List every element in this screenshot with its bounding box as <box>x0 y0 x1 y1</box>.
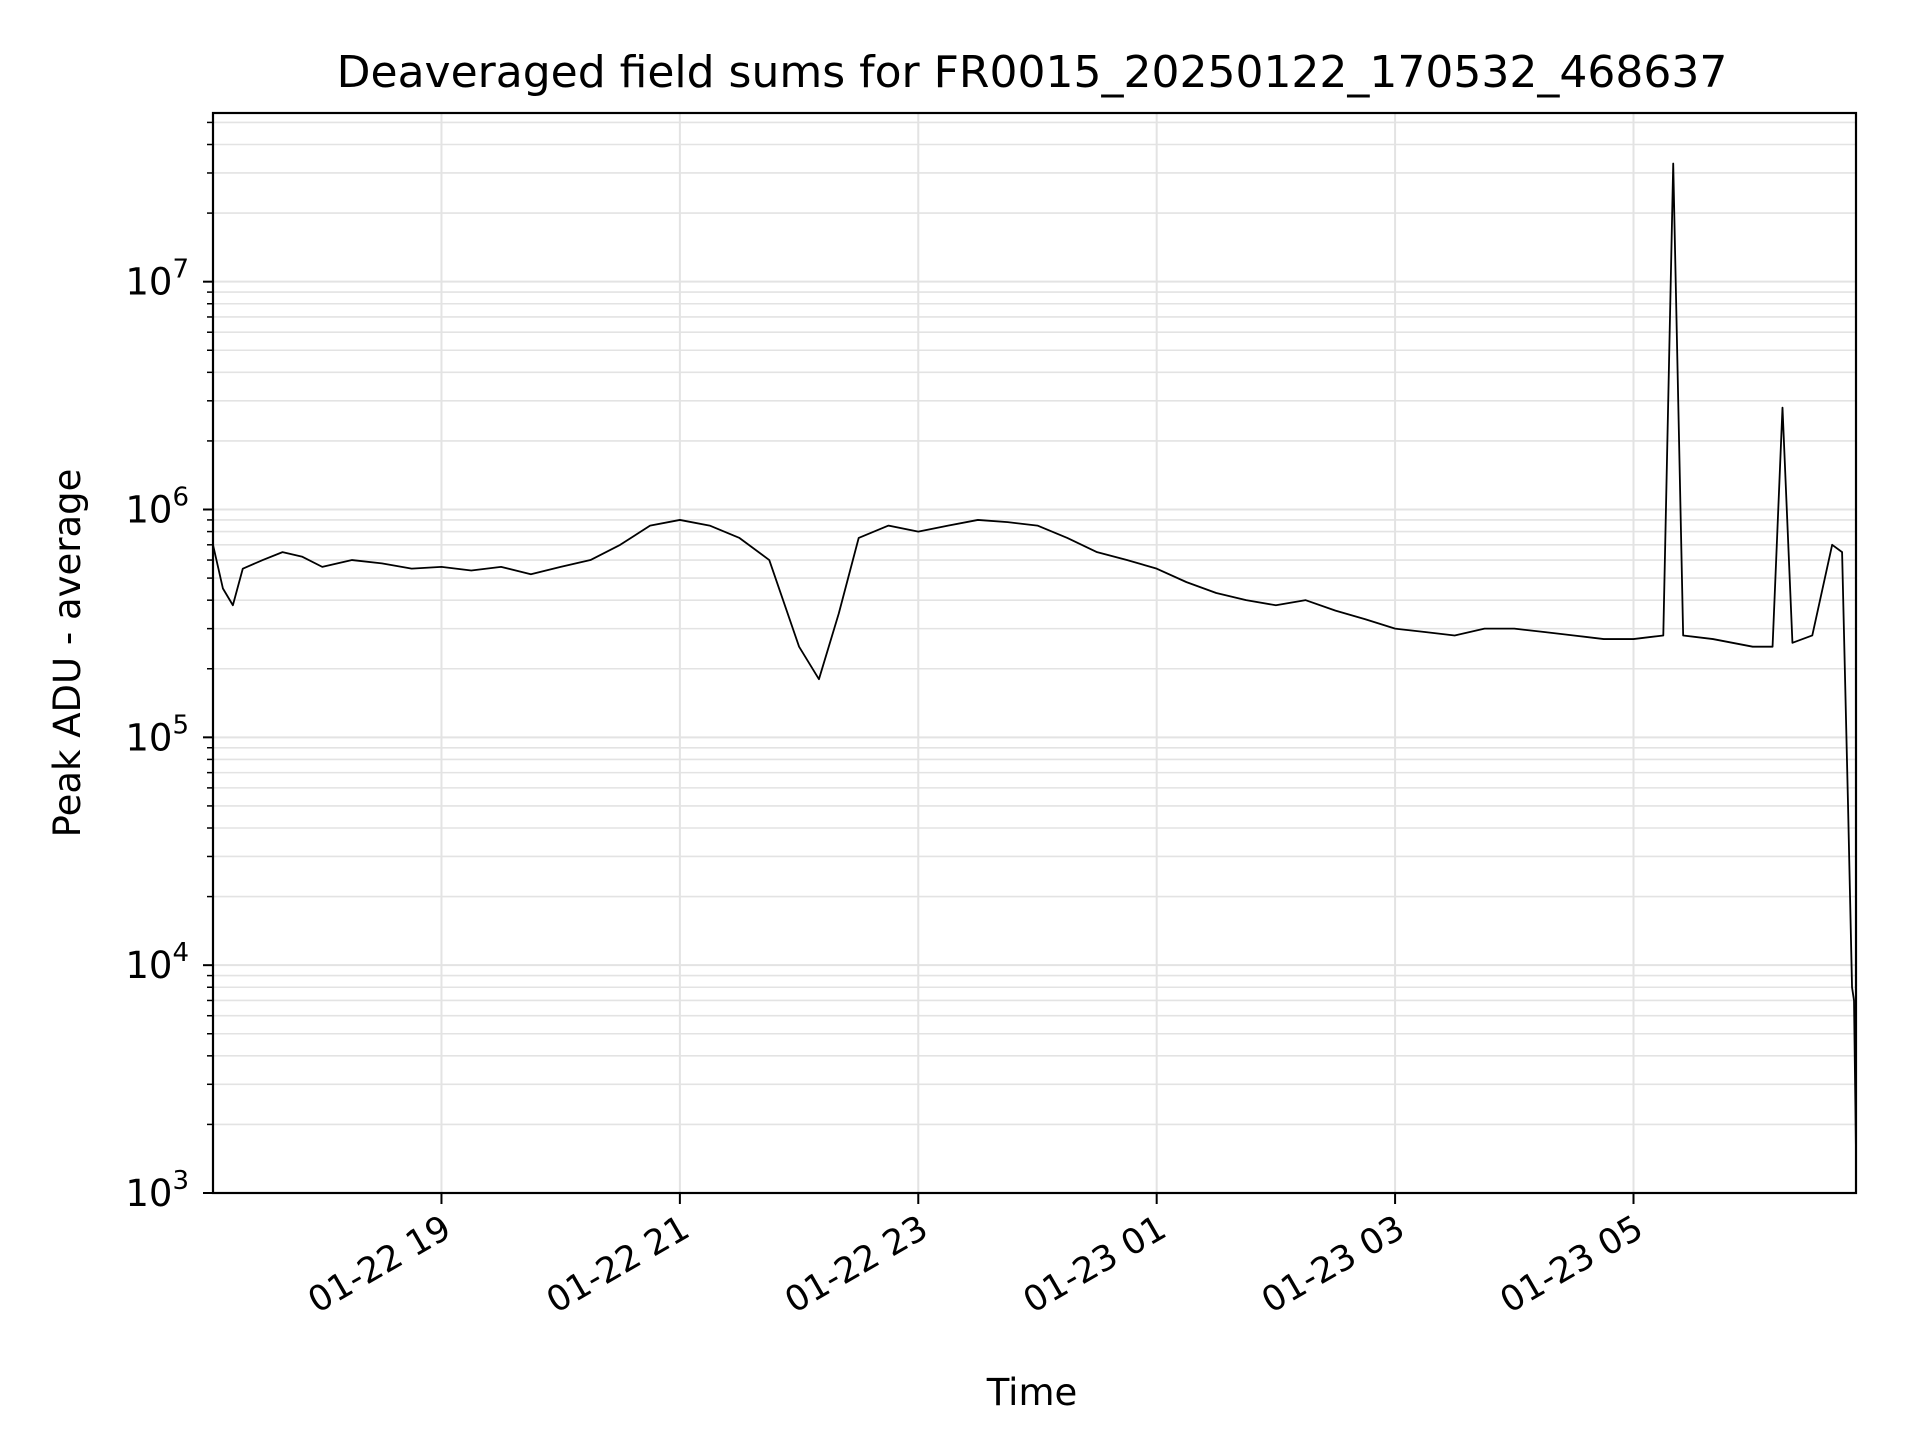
chart-title: Deaveraged field sums for FR0015_2025012… <box>337 47 1728 98</box>
grid <box>213 113 1856 1194</box>
y-tick-label: 103 <box>125 1166 189 1215</box>
y-tick-label: 107 <box>125 255 189 304</box>
plot-frame <box>211 111 1858 1195</box>
y-tick-label: 104 <box>125 938 189 987</box>
y-tick-label: 105 <box>125 710 189 759</box>
y-tick-label: 106 <box>125 483 189 532</box>
series-group <box>212 162 1857 1153</box>
series-line <box>212 162 1857 1153</box>
y-axis: 103 104 105 106 107 <box>125 121 213 1215</box>
y-axis-label: Peak ADU - average <box>46 469 89 838</box>
x-axis-label: Time <box>986 1371 1078 1414</box>
